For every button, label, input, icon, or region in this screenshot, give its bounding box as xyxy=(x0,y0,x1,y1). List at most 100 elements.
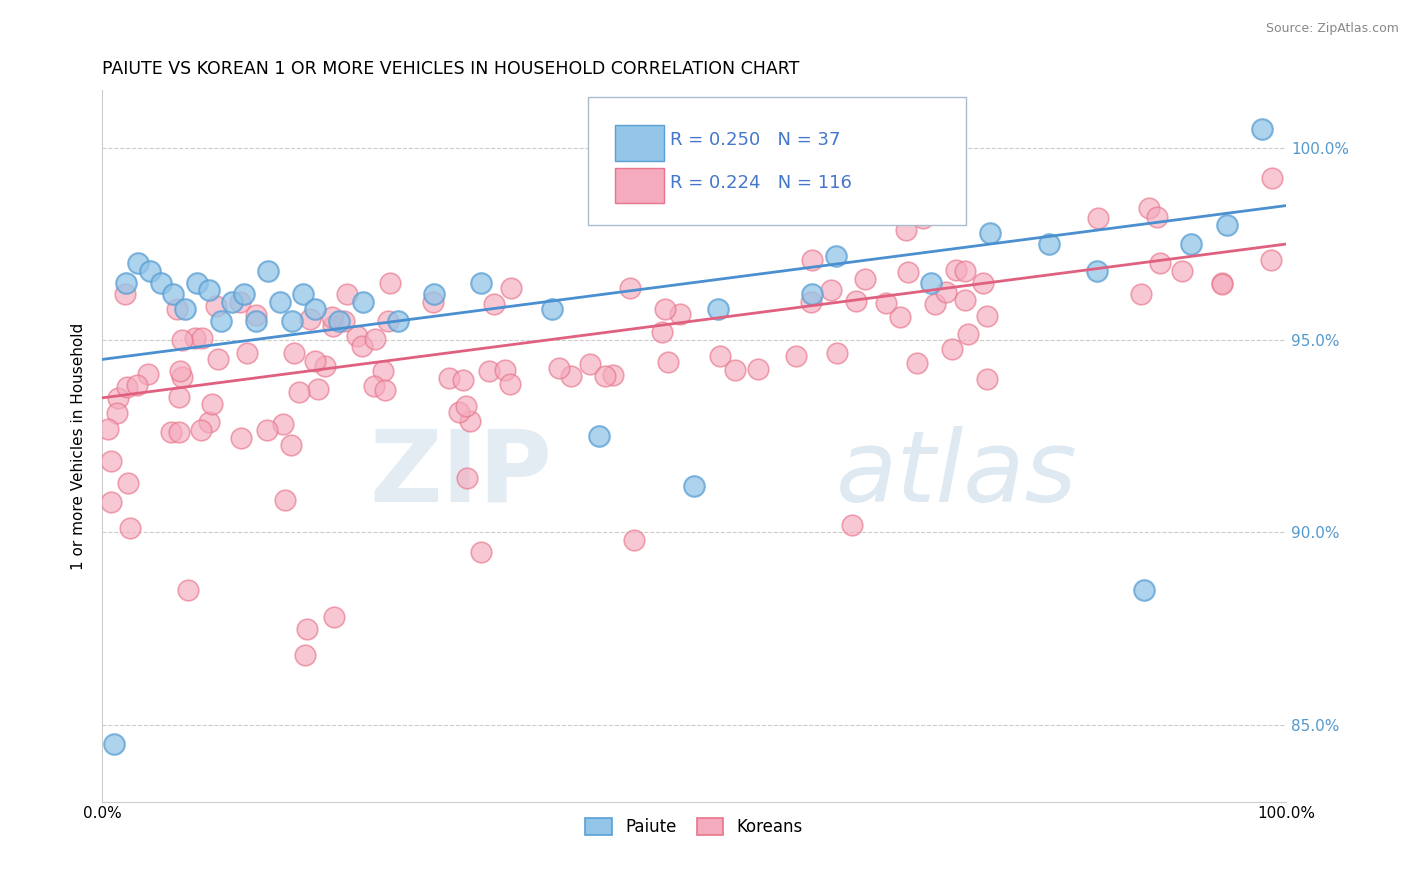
Point xyxy=(283,346,305,360)
Point xyxy=(169,364,191,378)
Point xyxy=(333,314,356,328)
Point xyxy=(801,287,824,301)
Point xyxy=(422,287,444,301)
Point xyxy=(1171,264,1194,278)
Point xyxy=(894,223,917,237)
Text: R = 0.250   N = 37: R = 0.250 N = 37 xyxy=(671,131,841,149)
Point xyxy=(100,494,122,508)
Point xyxy=(820,283,842,297)
Point xyxy=(437,371,460,385)
Point xyxy=(1261,170,1284,185)
Point xyxy=(920,276,942,290)
Point xyxy=(451,373,474,387)
Point xyxy=(976,310,998,324)
Point xyxy=(449,405,471,419)
Point xyxy=(957,326,980,341)
Point xyxy=(245,308,267,322)
Point xyxy=(257,264,280,278)
Point xyxy=(1130,286,1153,301)
Point xyxy=(1260,252,1282,267)
Point xyxy=(125,378,148,392)
Point xyxy=(97,422,120,436)
Point xyxy=(499,377,522,392)
Point xyxy=(107,391,129,405)
FancyBboxPatch shape xyxy=(588,97,966,226)
Point xyxy=(166,302,188,317)
Point xyxy=(1180,237,1202,252)
Point xyxy=(295,622,318,636)
Y-axis label: 1 or more Vehicles in Household: 1 or more Vehicles in Household xyxy=(72,322,86,570)
Point xyxy=(209,314,232,328)
Point xyxy=(825,346,848,360)
FancyBboxPatch shape xyxy=(614,125,665,161)
Point xyxy=(477,364,499,378)
Point xyxy=(328,314,350,328)
Point xyxy=(236,346,259,360)
Point xyxy=(654,301,676,316)
Point xyxy=(304,354,326,368)
Point xyxy=(593,369,616,384)
Point xyxy=(979,226,1001,240)
Point xyxy=(336,287,359,301)
Point xyxy=(470,276,492,290)
Point xyxy=(706,302,728,317)
Point xyxy=(273,417,295,432)
Point xyxy=(170,333,193,347)
Point xyxy=(298,311,321,326)
Point xyxy=(470,544,492,558)
Point xyxy=(280,314,302,328)
Point xyxy=(117,476,139,491)
Point xyxy=(228,294,250,309)
Text: R = 0.224   N = 116: R = 0.224 N = 116 xyxy=(671,174,852,192)
Point xyxy=(579,357,602,371)
Point xyxy=(935,285,957,300)
Text: Source: ZipAtlas.com: Source: ZipAtlas.com xyxy=(1265,22,1399,36)
Point xyxy=(651,326,673,340)
Point xyxy=(115,276,138,290)
FancyBboxPatch shape xyxy=(614,168,665,203)
Point xyxy=(346,329,368,343)
Point xyxy=(924,297,946,311)
Point xyxy=(657,354,679,368)
Point xyxy=(825,249,848,263)
Point xyxy=(304,302,326,317)
Point xyxy=(363,332,385,346)
Point xyxy=(120,521,142,535)
Point xyxy=(174,302,197,317)
Point xyxy=(724,363,747,377)
Point xyxy=(233,287,256,301)
Point xyxy=(912,211,935,225)
Point xyxy=(953,293,976,307)
Point xyxy=(1038,237,1060,252)
Point xyxy=(945,263,967,277)
Point xyxy=(801,253,824,268)
Point xyxy=(1211,276,1233,290)
Point xyxy=(853,271,876,285)
Point xyxy=(190,423,212,437)
Point xyxy=(201,396,224,410)
Point xyxy=(127,256,149,270)
Legend: Paiute, Koreans: Paiute, Koreans xyxy=(579,812,810,843)
Point xyxy=(1216,218,1239,232)
Point xyxy=(800,294,823,309)
Point xyxy=(623,533,645,548)
Point xyxy=(177,583,200,598)
Point xyxy=(274,493,297,508)
Point xyxy=(619,281,641,295)
Point xyxy=(454,399,477,413)
Point xyxy=(1146,210,1168,224)
Point xyxy=(350,339,373,353)
Point xyxy=(138,264,160,278)
Point xyxy=(256,423,278,437)
Point xyxy=(387,314,409,328)
Point xyxy=(1133,583,1156,598)
Point xyxy=(499,280,522,294)
Point xyxy=(314,359,336,373)
Point xyxy=(1251,121,1274,136)
Point xyxy=(1085,264,1108,278)
Point xyxy=(191,331,214,345)
Point xyxy=(322,319,344,334)
Point xyxy=(114,287,136,301)
Text: atlas: atlas xyxy=(837,425,1078,523)
Point xyxy=(841,517,863,532)
